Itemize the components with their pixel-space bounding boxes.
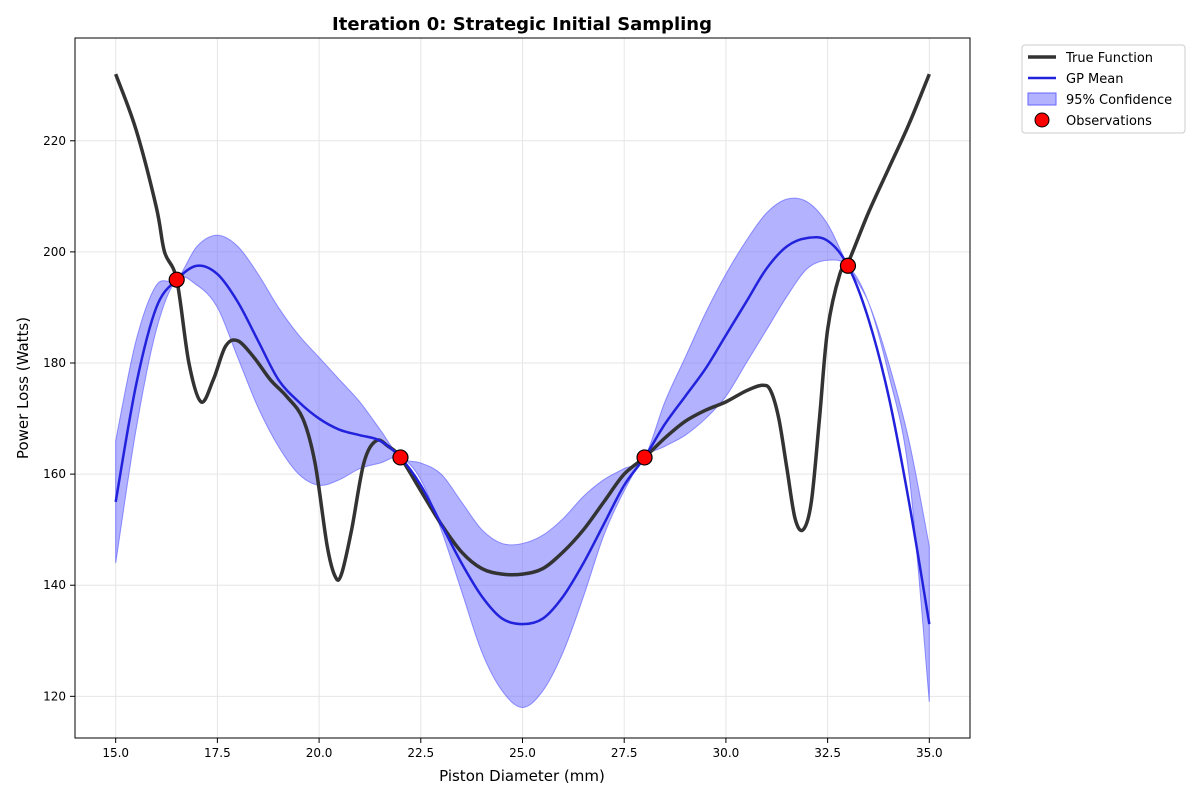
gp-mean-line: [114, 236, 931, 626]
legend-gp-mean-label: GP Mean: [1066, 72, 1123, 87]
legend-box: [1021, 44, 1186, 134]
x-axis-label: Piston Diameter (mm): [439, 767, 605, 785]
x-tick-label: 15.0: [102, 746, 129, 760]
y-tick-label: 200: [43, 245, 66, 259]
x-tick-label: 20.0: [306, 746, 333, 760]
y-tick-label: 140: [43, 578, 66, 592]
legend-confidence-label: 95% Confidence: [1066, 93, 1172, 108]
x-tick-label: 30.0: [713, 746, 740, 760]
x-tick-label: 32.5: [814, 746, 841, 760]
chart-title: Iteration 0: Strategic Initial Sampling: [332, 14, 712, 35]
y-tick-label: 120: [43, 689, 66, 703]
legend-observations-label: Observations: [1066, 114, 1152, 129]
x-tick-label: 22.5: [407, 746, 434, 760]
observation-point: [392, 449, 409, 466]
y-axis-label: Power Loss (Watts): [14, 317, 32, 459]
y-axis-ticks: 120 140 160 180 200 220: [43, 134, 75, 703]
line-layer: [114, 73, 931, 626]
observation-point: [168, 271, 185, 288]
x-tick-label: 27.5: [611, 746, 638, 760]
x-axis-ticks: 15.0 17.5 20.0 22.5 25.0 27.5 30.0 32.5 35.0: [102, 738, 943, 760]
observation-point: [839, 257, 857, 274]
legend-true-function-label: True Function: [1065, 51, 1153, 66]
observation-point: [636, 449, 653, 466]
x-tick-label: 35.0: [916, 746, 943, 760]
legend-observations-swatch: [1034, 112, 1050, 128]
y-tick-label: 220: [43, 134, 66, 148]
legend-confidence-swatch: [1027, 92, 1057, 106]
true-function-line: [114, 73, 931, 582]
legend: True Function GP Mean 95% Confidence Obs…: [1021, 44, 1186, 134]
x-tick-label: 17.5: [204, 746, 231, 760]
observation-layer: [168, 257, 857, 466]
y-tick-label: 160: [43, 467, 66, 481]
x-tick-label: 25.0: [509, 746, 536, 760]
y-tick-label: 180: [43, 356, 66, 370]
